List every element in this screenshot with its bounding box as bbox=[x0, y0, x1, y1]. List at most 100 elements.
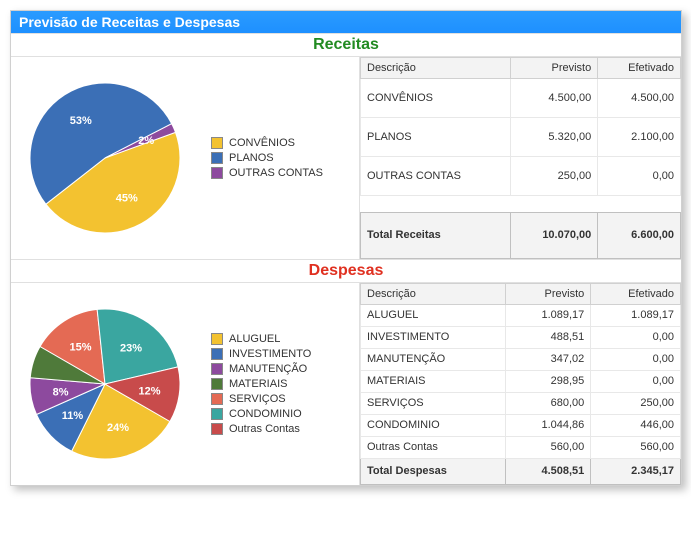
section-receitas: 45%53%2% CONVÊNIOSPLANOSOUTRAS CONTAS De… bbox=[11, 56, 681, 259]
cell-efetivado: 1.089,17 bbox=[591, 305, 681, 327]
table-area-receitas: Descrição Previsto Efetivado CONVÊNIOS4.… bbox=[360, 57, 681, 259]
legend-swatch-icon bbox=[211, 378, 223, 390]
table-receitas: Descrição Previsto Efetivado CONVÊNIOS4.… bbox=[360, 57, 681, 259]
table-row: Outras Contas560,00560,00 bbox=[361, 436, 681, 458]
legend-label: PLANOS bbox=[229, 152, 274, 164]
col-previsto: Previsto bbox=[506, 284, 591, 305]
table-row: MATERIAIS298,950,00 bbox=[361, 370, 681, 392]
cell-descricao: CONDOMINIO bbox=[361, 414, 506, 436]
chart-area-receitas: 45% 53% 2% CONVÊNIOS PLANOS OUTRAS CONTAS bbox=[11, 57, 360, 259]
pie-chart-receitas: 45% 53% 2% bbox=[15, 63, 205, 253]
legend-swatch-icon bbox=[211, 393, 223, 405]
table-area-despesas: Descrição Previsto Efetivado ALUGUEL1.08… bbox=[360, 283, 681, 485]
col-descricao: Descrição bbox=[361, 284, 506, 305]
col-efetivado: Efetivado bbox=[591, 284, 681, 305]
cell-efetivado: 250,00 bbox=[591, 392, 681, 414]
legend-swatch-icon bbox=[211, 348, 223, 360]
legend-swatch-icon bbox=[211, 137, 223, 149]
legend-item: MATERIAIS bbox=[211, 378, 311, 390]
forecast-panel: Previsão de Receitas e Despesas Receitas… bbox=[10, 10, 682, 486]
table-row: ALUGUEL1.089,171.089,17 bbox=[361, 305, 681, 327]
cell-descricao: PLANOS bbox=[361, 117, 511, 156]
cell-descricao: CONVÊNIOS bbox=[361, 79, 511, 118]
pie-slice-label: 53% bbox=[70, 115, 92, 127]
pie-slice-label: 2% bbox=[138, 135, 154, 147]
cell-previsto: 560,00 bbox=[506, 436, 591, 458]
table-row: MANUTENÇÃO347,020,00 bbox=[361, 348, 681, 370]
cell-previsto: 1.044,86 bbox=[506, 414, 591, 436]
cell-efetivado: 0,00 bbox=[591, 348, 681, 370]
cell-efetivado: 0,00 bbox=[591, 326, 681, 348]
cell-efetivado: 2.100,00 bbox=[598, 117, 681, 156]
section-title-despesas: Despesas bbox=[11, 259, 681, 282]
col-efetivado: Efetivado bbox=[598, 58, 681, 79]
legend-label: Outras Contas bbox=[229, 423, 300, 435]
section-despesas: 24%11%8%15%23%12% ALUGUELINVESTIMENTOMAN… bbox=[11, 282, 681, 485]
table-row: CONDOMINIO1.044,86446,00 bbox=[361, 414, 681, 436]
cell-descricao: MANUTENÇÃO bbox=[361, 348, 506, 370]
col-previsto: Previsto bbox=[511, 58, 598, 79]
pie-slice-label: 12% bbox=[139, 386, 161, 398]
chart-area-despesas: 24%11%8%15%23%12% ALUGUELINVESTIMENTOMAN… bbox=[11, 283, 360, 485]
cell-descricao: INVESTIMENTO bbox=[361, 326, 506, 348]
col-descricao: Descrição bbox=[361, 58, 511, 79]
table-despesas: Descrição Previsto Efetivado ALUGUEL1.08… bbox=[360, 283, 681, 485]
cell-previsto: 250,00 bbox=[511, 156, 598, 195]
legend-item: SERVIÇOS bbox=[211, 393, 311, 405]
pie-chart-despesas: 24%11%8%15%23%12% bbox=[15, 289, 205, 479]
legend-item: PLANOS bbox=[211, 152, 323, 164]
cell-previsto: 5.320,00 bbox=[511, 117, 598, 156]
legend-swatch-icon bbox=[211, 408, 223, 420]
legend-label: MATERIAIS bbox=[229, 378, 287, 390]
cell-descricao: SERVIÇOS bbox=[361, 392, 506, 414]
table-row: INVESTIMENTO488,510,00 bbox=[361, 326, 681, 348]
cell-efetivado: 446,00 bbox=[591, 414, 681, 436]
legend-item: ALUGUEL bbox=[211, 333, 311, 345]
legend-item: Outras Contas bbox=[211, 423, 311, 435]
table-row: PLANOS5.320,002.100,00 bbox=[361, 117, 681, 156]
cell-previsto: 680,00 bbox=[506, 392, 591, 414]
pie-slice-label: 8% bbox=[53, 387, 69, 399]
total-efetivado: 6.600,00 bbox=[598, 212, 681, 258]
total-label: Total Receitas bbox=[361, 212, 511, 258]
legend-item: CONVÊNIOS bbox=[211, 137, 323, 149]
pie-slice-label: 24% bbox=[107, 422, 129, 434]
legend-label: MANUTENÇÃO bbox=[229, 363, 307, 375]
total-efetivado: 2.345,17 bbox=[591, 458, 681, 484]
legend-swatch-icon bbox=[211, 363, 223, 375]
table-row: SERVIÇOS680,00250,00 bbox=[361, 392, 681, 414]
total-label: Total Despesas bbox=[361, 458, 506, 484]
table-row: CONVÊNIOS4.500,004.500,00 bbox=[361, 79, 681, 118]
cell-previsto: 347,02 bbox=[506, 348, 591, 370]
total-previsto: 4.508,51 bbox=[506, 458, 591, 484]
legend-label: ALUGUEL bbox=[229, 333, 280, 345]
legend-item: MANUTENÇÃO bbox=[211, 363, 311, 375]
cell-descricao: ALUGUEL bbox=[361, 305, 506, 327]
legend-label: CONVÊNIOS bbox=[229, 137, 295, 149]
legend-label: INVESTIMENTO bbox=[229, 348, 311, 360]
pie-slice-label: 45% bbox=[116, 192, 138, 204]
legend-item: CONDOMINIO bbox=[211, 408, 311, 420]
section-title-receitas: Receitas bbox=[11, 33, 681, 56]
legend-swatch-icon bbox=[211, 167, 223, 179]
table-row: OUTRAS CONTAS250,000,00 bbox=[361, 156, 681, 195]
legend-swatch-icon bbox=[211, 423, 223, 435]
cell-efetivado: 0,00 bbox=[598, 156, 681, 195]
pie-slice-label: 11% bbox=[62, 410, 84, 422]
cell-previsto: 1.089,17 bbox=[506, 305, 591, 327]
cell-previsto: 298,95 bbox=[506, 370, 591, 392]
legend-item: OUTRAS CONTAS bbox=[211, 167, 323, 179]
cell-descricao: Outras Contas bbox=[361, 436, 506, 458]
legend-swatch-icon bbox=[211, 152, 223, 164]
total-previsto: 10.070,00 bbox=[511, 212, 598, 258]
legend-label: CONDOMINIO bbox=[229, 408, 302, 420]
pie-slice-label: 23% bbox=[120, 342, 142, 354]
legend-label: SERVIÇOS bbox=[229, 393, 286, 405]
total-row-despesas: Total Despesas 4.508,51 2.345,17 bbox=[361, 458, 681, 484]
legend-despesas: ALUGUEL INVESTIMENTO MANUTENÇÃO MATERIAIS SE… bbox=[205, 330, 311, 438]
cell-descricao: OUTRAS CONTAS bbox=[361, 156, 511, 195]
cell-previsto: 488,51 bbox=[506, 326, 591, 348]
legend-label: OUTRAS CONTAS bbox=[229, 167, 323, 179]
cell-previsto: 4.500,00 bbox=[511, 79, 598, 118]
cell-efetivado: 560,00 bbox=[591, 436, 681, 458]
